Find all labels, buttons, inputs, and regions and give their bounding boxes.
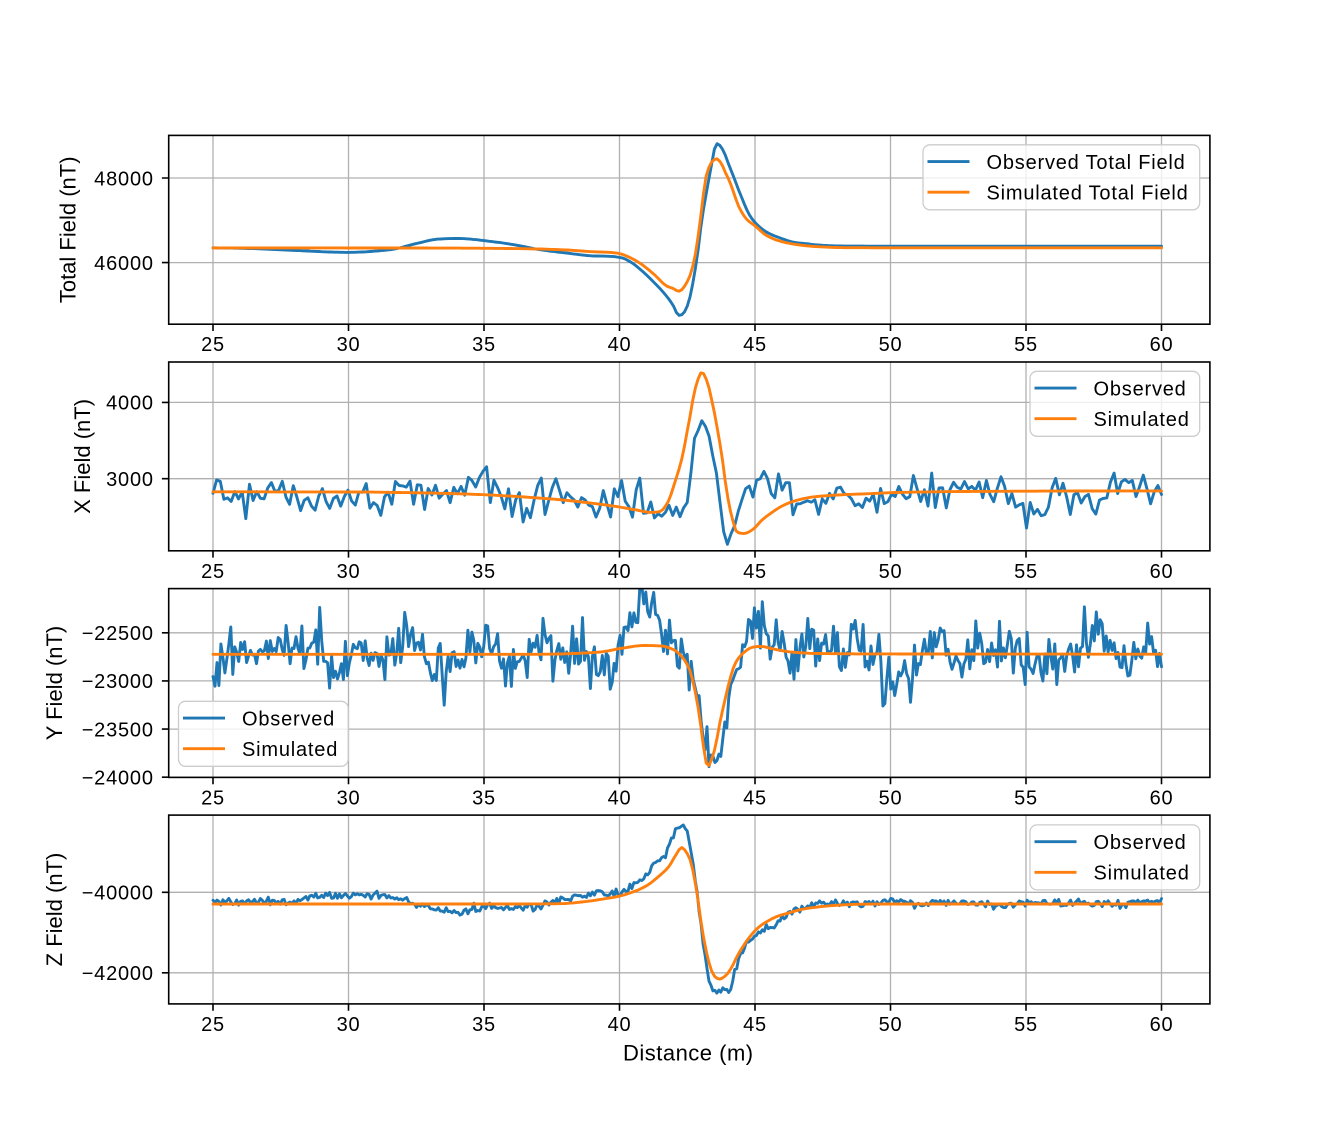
svg-text:45: 45 [743, 561, 767, 583]
svg-text:−23500: −23500 [82, 719, 154, 741]
svg-text:Simulated Total Field: Simulated Total Field [987, 183, 1189, 205]
svg-text:Observed: Observed [1094, 832, 1187, 854]
svg-text:−22500: −22500 [82, 623, 154, 645]
svg-text:Total Field (nT): Total Field (nT) [55, 156, 80, 303]
svg-text:50: 50 [879, 561, 903, 583]
svg-text:60: 60 [1150, 1014, 1174, 1036]
svg-text:50: 50 [879, 787, 903, 809]
svg-text:Simulated: Simulated [1094, 863, 1190, 885]
svg-text:40: 40 [608, 561, 632, 583]
svg-text:25: 25 [201, 1014, 225, 1036]
svg-text:60: 60 [1150, 787, 1174, 809]
svg-text:55: 55 [1014, 334, 1038, 356]
svg-text:25: 25 [201, 334, 225, 356]
svg-text:46000: 46000 [94, 253, 154, 275]
svg-text:35: 35 [472, 787, 496, 809]
svg-text:Z Field (nT): Z Field (nT) [42, 853, 67, 967]
svg-text:30: 30 [337, 561, 361, 583]
svg-text:40: 40 [608, 1014, 632, 1036]
svg-text:60: 60 [1150, 561, 1174, 583]
svg-text:55: 55 [1014, 787, 1038, 809]
svg-text:−23000: −23000 [82, 671, 154, 693]
svg-text:30: 30 [337, 787, 361, 809]
svg-text:45: 45 [743, 1014, 767, 1036]
svg-text:50: 50 [879, 1014, 903, 1036]
svg-text:35: 35 [472, 1014, 496, 1036]
svg-text:30: 30 [337, 1014, 361, 1036]
svg-text:−24000: −24000 [82, 768, 154, 790]
svg-text:35: 35 [472, 561, 496, 583]
svg-text:−40000: −40000 [82, 883, 154, 905]
svg-text:30: 30 [337, 334, 361, 356]
svg-text:X Field (nT): X Field (nT) [70, 399, 95, 514]
svg-text:25: 25 [201, 561, 225, 583]
svg-text:40: 40 [608, 334, 632, 356]
svg-text:Observed: Observed [1094, 378, 1187, 400]
svg-text:Observed: Observed [242, 708, 335, 730]
svg-text:−42000: −42000 [82, 963, 154, 985]
svg-text:50: 50 [879, 334, 903, 356]
svg-text:55: 55 [1014, 1014, 1038, 1036]
svg-text:40: 40 [608, 787, 632, 809]
svg-text:55: 55 [1014, 561, 1038, 583]
svg-text:Y Field (nT): Y Field (nT) [42, 626, 67, 741]
svg-text:Simulated: Simulated [1094, 409, 1190, 431]
svg-text:4000: 4000 [106, 393, 154, 415]
svg-text:3000: 3000 [106, 469, 154, 491]
svg-text:60: 60 [1150, 334, 1174, 356]
svg-text:Simulated: Simulated [242, 739, 338, 761]
svg-text:48000: 48000 [94, 168, 154, 190]
svg-text:Observed Total Field: Observed Total Field [987, 152, 1186, 174]
svg-text:35: 35 [472, 334, 496, 356]
svg-text:45: 45 [743, 787, 767, 809]
svg-text:25: 25 [201, 787, 225, 809]
svg-text:45: 45 [743, 334, 767, 356]
svg-text:Distance (m): Distance (m) [623, 1041, 754, 1066]
